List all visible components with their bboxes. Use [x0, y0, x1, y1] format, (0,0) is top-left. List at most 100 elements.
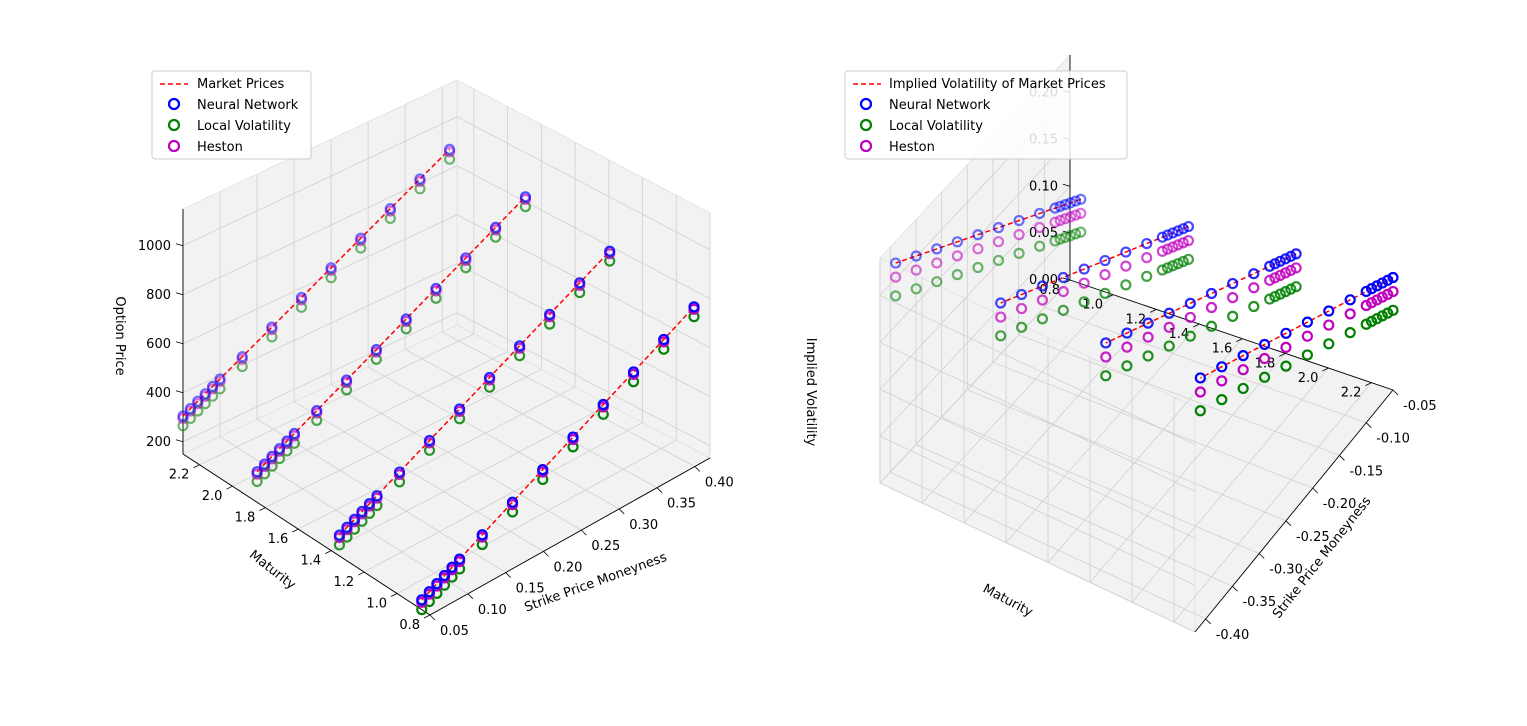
y-tick-label: 0.8 [1039, 283, 1060, 298]
heston-point [951, 250, 963, 262]
heston-point [1156, 245, 1168, 257]
x-tick-mark [1205, 618, 1211, 625]
local-volatility-point [1156, 264, 1168, 276]
neural-network-point [1264, 260, 1276, 272]
local-volatility-point [1274, 288, 1286, 300]
x-tick-label: 0.30 [629, 518, 658, 533]
y-tick-mark [325, 550, 332, 554]
x-tick-label: 0.15 [516, 582, 545, 597]
heston-point [1161, 243, 1174, 255]
neural-network-point [1049, 202, 1061, 214]
heston-point [995, 311, 1007, 323]
heston-point [1360, 299, 1372, 312]
neural-network-point [1376, 277, 1388, 289]
z-tick-label: 1000 [138, 239, 171, 254]
x-tick-mark [1312, 487, 1319, 494]
heston-point [1015, 302, 1028, 315]
heston-point [1013, 229, 1025, 241]
legend-iv-nn-label: Neural Network [889, 98, 991, 113]
gridline-z-wall-x [879, 185, 1071, 390]
x-tick-label: -0.40 [1216, 628, 1250, 643]
y-tick-mark [1279, 352, 1286, 357]
heston-point [1059, 213, 1071, 225]
heston-point [890, 271, 902, 283]
neural-network-point [288, 427, 300, 440]
gridline-z-wall-y [456, 116, 711, 251]
y-tick-label: 2.0 [1298, 371, 1319, 386]
neural-network-point [1034, 207, 1046, 220]
neural-network-point [537, 464, 549, 476]
gridline-z-wall-y [879, 482, 1196, 633]
neural-network-point [1182, 220, 1195, 233]
neural-network-point [340, 374, 353, 386]
local-volatility-point [1376, 310, 1388, 322]
neural-network-point [890, 257, 902, 269]
neural-network-point [1237, 350, 1249, 362]
gridline-x-floor [404, 349, 658, 489]
gridline-z-wall-x [182, 312, 458, 443]
heston-point [1100, 351, 1112, 363]
neural-network-point [1371, 280, 1383, 292]
y-tick-mark [1322, 367, 1329, 372]
implied-volatility-zlabel: Implied Volatility [803, 338, 818, 447]
z-tick-label: 0.10 [1029, 179, 1058, 194]
heston-point [1365, 297, 1378, 309]
neural-network-point [384, 203, 396, 215]
neural-network-point [184, 403, 197, 415]
heston-point [1258, 352, 1271, 365]
legend-iv-heston-swatch [859, 139, 873, 153]
legend-heston-swatch [167, 139, 181, 153]
local-volatility-point [1054, 233, 1066, 245]
option-price-tick-labels: 0.05 0.10 0.15 0.20 0.25 0.30 0.35 0.40 0.8 1.0 1.… [138, 239, 734, 639]
x-tick-mark [429, 614, 436, 621]
y-tick-label: 1.8 [235, 511, 256, 526]
neural-network-point [1172, 225, 1184, 237]
neural-network-point [371, 490, 383, 502]
neural-network-point [574, 277, 586, 289]
y-tick-mark [390, 593, 398, 597]
local-volatility-point [1360, 318, 1372, 330]
local-volatility-point [1182, 253, 1195, 265]
y-tick-label: 1.6 [268, 532, 289, 547]
heston-point [1279, 267, 1292, 279]
neural-network-point [1100, 337, 1112, 349]
x-tick-mark [1392, 389, 1399, 396]
neural-network-point [273, 443, 286, 455]
gridline-z-wall-y [879, 435, 1196, 586]
local-volatility-point [1184, 330, 1196, 342]
local-volatility-point [1387, 304, 1399, 316]
neural-network-point [597, 398, 609, 411]
neural-network-point [370, 343, 382, 356]
neural-network-point [1013, 214, 1025, 227]
x-tick-label: -0.25 [1296, 530, 1330, 545]
neural-network-point [1120, 246, 1132, 258]
neural-network-point [431, 577, 443, 590]
x-tick-mark [467, 593, 474, 600]
neural-network-point [931, 243, 943, 255]
y-tick-mark [1236, 338, 1243, 343]
y-tick-mark [1193, 323, 1200, 328]
neural-network-point [995, 297, 1007, 309]
x-axis-line [1194, 389, 1394, 633]
neural-network-point [1216, 361, 1228, 373]
heston-point [1078, 277, 1090, 289]
neural-network-point [1078, 263, 1090, 275]
x-tick-mark [1232, 585, 1238, 592]
z-tick-label: 600 [146, 337, 171, 352]
neural-network-point [506, 496, 519, 508]
neural-network-point [476, 529, 488, 541]
heston-point [1301, 330, 1313, 342]
x-tick-label: 0.05 [440, 624, 469, 639]
heston-point [1274, 269, 1286, 281]
heston-point [992, 236, 1005, 248]
local-volatility-point [1049, 235, 1061, 247]
gridline-z-wall-y [879, 342, 1196, 492]
local-volatility-point [1269, 290, 1281, 303]
gridline-y-floor [921, 294, 1114, 504]
heston-point [1099, 269, 1111, 281]
neural-network-point [1141, 237, 1153, 250]
legend-iv-market-label: Implied Volatility of Market Prices [889, 77, 1106, 92]
z-tick-mark [175, 390, 184, 394]
heston-point [1142, 331, 1154, 343]
x-tick-label: -0.30 [1269, 563, 1303, 578]
